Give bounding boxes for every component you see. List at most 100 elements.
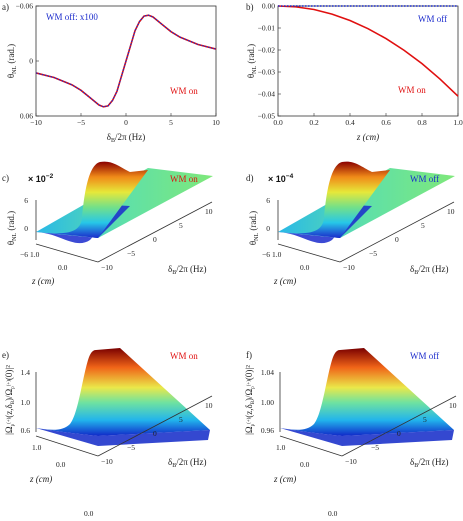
xtick-label: −5 (127, 249, 135, 258)
panel-c-xaxis (97, 201, 213, 263)
panel-c-surface-peak (36, 161, 148, 238)
ytick-label: −0.05 (258, 112, 276, 121)
panel-e-xlabel: δB/2π (Hz) (168, 457, 207, 469)
ytick-label: 0.00 (262, 2, 275, 11)
panel-f-surface-base (280, 428, 454, 446)
panel-e-ytick-2: 0.0 (84, 509, 94, 518)
panel-d-xlabel: δB/2π (Hz) (410, 264, 449, 276)
panel-d-ytick-0: 1.0 (272, 250, 282, 259)
panel-e-ztick-0: 1.4 (21, 368, 31, 377)
xtick-label: 5 (423, 415, 427, 424)
panel-e: e) 1.4 1.0 0.6 |Ωp(+)(z,δB)/Ωp(+)(0)|² 1… (2, 348, 213, 518)
xtick-label: 10 (205, 207, 213, 216)
ytick-label: 0.06 (20, 112, 33, 121)
panel-d-ztick-0: 6 (266, 196, 270, 205)
panel-f-ztick-1: 1.00 (261, 398, 274, 407)
panel-b-annotation-wm-on: WM on (398, 85, 426, 95)
xtick-label: −10 (30, 118, 42, 127)
ytick-label: −0.02 (258, 46, 276, 55)
panel-c-scale: × 10−2 (28, 173, 54, 184)
panel-c-zlabel: θNL (rad.) (6, 211, 18, 245)
panel-d-label: d) (246, 173, 254, 183)
panel-c-ytick-0: 1.0 (30, 250, 40, 259)
panel-e-surface-base (36, 428, 210, 446)
panel-c-xticks: 10 5 0 −5 −10 (101, 207, 213, 272)
panel-f-ztick-0: 1.04 (261, 368, 274, 377)
ytick-label: −0.03 (258, 68, 276, 77)
panel-d-scale: × 10−4 (268, 173, 294, 184)
xtick-label: 5 (179, 415, 183, 424)
panel-f-label: f) (246, 350, 252, 360)
panel-c-xlabel: δB/2π (Hz) (168, 264, 207, 276)
xtick-label: 10 (449, 401, 457, 410)
xtick-label: −5 (369, 249, 377, 258)
panel-b-label: b) (246, 2, 254, 12)
panel-e-ztick-1: 1.0 (21, 398, 31, 407)
xtick-label: 5 (421, 221, 425, 230)
xtick-label: 0 (397, 429, 401, 438)
panel-a-label: a) (2, 2, 9, 12)
panel-d-yaxis (277, 243, 341, 263)
xtick-label: 5 (179, 221, 183, 230)
panel-c-ztick-1: 0 (24, 224, 28, 233)
panel-e-zlabel: |Ωp(+)(z,δB)/Ωp(+)(0)|² (4, 365, 16, 435)
panel-f-surface (280, 348, 454, 436)
panel-f-xticks: 10 5 0 −5 −10 (345, 401, 457, 466)
panel-e-annotation: WM on (170, 351, 198, 361)
panel-e-ylabel: z (cm) (29, 474, 52, 484)
panel-d-zlabel: θNL (rad.) (248, 211, 260, 245)
panel-e-ytick-1: 0.0 (56, 460, 66, 469)
panel-b-xlabel: z (cm) (356, 132, 379, 142)
panel-a-annotation-wm-off: WM off: x100 (46, 12, 98, 22)
xtick-label: −5 (77, 118, 85, 127)
panel-d-surface-peak (278, 161, 390, 238)
panel-b-ticks: 0.0 0.2 0.4 0.6 0.8 1.0 0.00 −0.01 −0.02 −0.03 −0.… (258, 2, 463, 128)
xtick-label: 10 (205, 401, 213, 410)
xtick-label: 1.0 (453, 118, 463, 127)
xtick-label: 0.0 (273, 118, 283, 127)
panel-c-annotation: WM on (170, 174, 198, 184)
panel-a-xlabel: δB/2π (Hz) (107, 132, 146, 144)
xtick-label: −10 (345, 457, 357, 466)
panel-d-xaxis (339, 201, 455, 263)
xtick-label: −5 (127, 443, 135, 452)
ytick-label: −0.01 (258, 24, 276, 33)
panel-a-annotation-wm-on: WM on (170, 86, 198, 96)
xtick-label: 0.8 (417, 118, 427, 127)
xtick-label: −10 (101, 457, 113, 466)
panel-c-ylabel: z (cm) (31, 276, 54, 286)
panel-d-ztick-1: 0 (266, 224, 270, 233)
panel-c-ytick-1: 0.0 (58, 263, 68, 272)
xtick-label: 0 (395, 235, 399, 244)
xtick-label: −10 (101, 263, 113, 272)
panel-f-xlabel: δB/2π (Hz) (410, 457, 449, 469)
panel-d-ytick-1: 0.0 (300, 263, 310, 272)
ytick-label: −0.04 (258, 90, 276, 99)
xtick-label: 0.6 (381, 118, 391, 127)
panel-c-yaxis (35, 243, 99, 263)
panel-e-ytick-0: 1.0 (32, 443, 42, 452)
xtick-label: 0 (153, 429, 157, 438)
panel-e-surface (36, 348, 210, 436)
panel-b-series-wm-on (277, 5, 459, 97)
panel-e-xaxis (97, 395, 213, 457)
panel-e-xticks: 10 5 0 −5 −10 (101, 401, 213, 466)
panel-f-yaxis (279, 435, 343, 457)
panel-d-ztick-2: −6 (262, 250, 270, 259)
panel-f-ztick-2: 0.96 (261, 426, 274, 435)
xtick-label: 10 (447, 207, 455, 216)
panel-c-surface-floor (36, 168, 213, 238)
xtick-label: −5 (371, 443, 379, 452)
panel-a: a) −10 −5 0 5 10 −0.06 0 0.06 WM off: x100 WM o… (2, 2, 220, 145)
xtick-label: 0 (153, 235, 157, 244)
xtick-label: 0 (124, 118, 128, 127)
panel-e-ztick-2: 0.6 (21, 426, 31, 435)
panel-f: f) 1.04 1.00 0.96 |Ωp(+)(z,δB)/Ωp(+)(0)|… (244, 348, 457, 518)
panel-d-annotation: WM off (410, 174, 439, 184)
panel-d-ylabel: z (cm) (273, 276, 296, 286)
xtick-label: 0.2 (309, 118, 319, 127)
panel-f-xaxis (341, 395, 457, 457)
xtick-label: 5 (169, 118, 173, 127)
panel-f-ytick-2: 0.0 (328, 509, 338, 518)
